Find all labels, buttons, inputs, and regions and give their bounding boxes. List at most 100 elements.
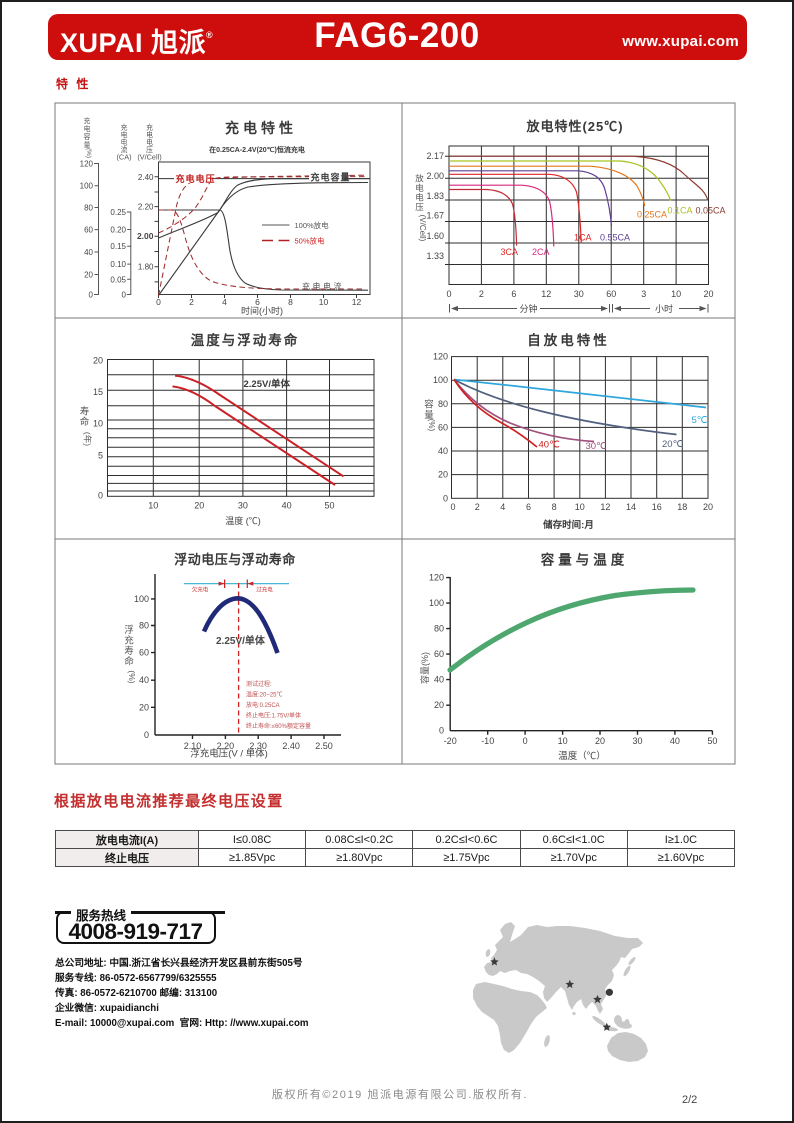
svg-text:16: 16 [652,502,662,512]
svg-text:40: 40 [438,446,448,456]
svg-text:20: 20 [139,702,149,712]
svg-text:20: 20 [93,355,103,365]
svg-text:20: 20 [84,270,93,279]
svg-text:0.15: 0.15 [110,242,126,251]
svg-text:40: 40 [670,736,680,746]
svg-text:命: 命 [124,656,134,668]
svg-text:0.05CA: 0.05CA [696,206,726,216]
svg-text:电: 电 [121,130,128,139]
svg-text:20: 20 [703,502,713,512]
svg-text:120: 120 [433,352,448,362]
svg-text:温度（℃）: 温度（℃） [558,750,606,762]
svg-text:10: 10 [671,289,681,299]
svg-text:0.1CA: 0.1CA [668,206,693,216]
svg-text:电: 电 [121,138,128,147]
svg-text:2.00: 2.00 [426,171,444,181]
svg-text:电: 电 [146,130,153,139]
svg-text:100: 100 [433,375,448,385]
svg-text:80: 80 [438,399,448,409]
svg-text:20: 20 [703,289,713,299]
svg-text:1.83: 1.83 [426,191,444,201]
svg-text:14: 14 [626,502,636,512]
svg-text:80: 80 [139,621,149,631]
svg-text:容量(%): 容量(%) [419,652,430,684]
svg-text:12: 12 [541,289,551,299]
svg-text:60: 60 [434,649,444,659]
svg-text:电: 电 [415,183,424,193]
svg-text:2.00: 2.00 [137,231,154,241]
svg-text:40: 40 [84,248,93,257]
svg-text:100: 100 [429,598,444,608]
svg-text:40: 40 [139,675,149,685]
svg-text:1.60: 1.60 [426,231,444,241]
svg-text:20: 20 [438,470,448,480]
svg-text:0.05: 0.05 [110,275,126,284]
svg-text:充: 充 [84,116,91,125]
svg-text:温度 (℃): 温度 (℃) [225,515,261,526]
svg-text:充电容量: 充电容量 [311,172,351,183]
svg-text:12: 12 [600,502,610,512]
svg-text:5℃: 5℃ [692,415,708,426]
svg-text:20: 20 [434,700,444,710]
svg-text:10: 10 [319,297,329,307]
svg-text:充: 充 [121,123,128,132]
svg-text:20: 20 [595,736,605,746]
svg-text:3CA: 3CA [501,247,519,257]
svg-text:充电电压: 充电电压 [176,173,216,184]
svg-text:终止寿命:≤60%额定容量: 终止寿命:≤60%额定容量 [246,722,311,730]
svg-text:(CA): (CA) [117,153,132,162]
svg-text:电: 电 [84,124,91,133]
svg-text:2.20: 2.20 [138,203,154,212]
svg-text:寿: 寿 [124,645,134,657]
svg-text:60: 60 [606,289,616,299]
svg-text:放电:0.25CA: 放电:0.25CA [246,701,280,709]
svg-text:4: 4 [222,297,227,307]
svg-text:0: 0 [523,736,528,746]
svg-text:0: 0 [443,493,448,503]
svg-text:小时: 小时 [655,303,673,314]
svg-text:60: 60 [438,422,448,432]
svg-text:流: 流 [121,145,128,154]
svg-text:40: 40 [282,501,292,511]
svg-text:12: 12 [352,297,362,307]
svg-text:4: 4 [500,502,505,512]
svg-text:(年): (年) [83,432,93,446]
svg-text:120: 120 [80,160,94,169]
svg-text:压: 压 [146,146,153,154]
svg-text:5: 5 [98,451,103,461]
svg-text:2: 2 [479,289,484,299]
svg-text:2.50: 2.50 [315,741,333,751]
svg-text:欠充电: 欠充电 [192,586,209,594]
svg-text:充电特性: 充电特性 [225,120,297,136]
svg-text:10: 10 [558,736,568,746]
svg-text:0: 0 [446,289,451,299]
svg-text:0.25CA: 0.25CA [637,210,667,220]
svg-text:容: 容 [424,399,434,411]
svg-text:充: 充 [124,635,134,647]
svg-text:终止电压:1.75V/单体: 终止电压:1.75V/单体 [246,712,301,720]
svg-text:寿: 寿 [80,406,90,418]
svg-text:量: 量 [424,410,434,421]
svg-text:80: 80 [84,203,93,212]
svg-text:2.25V/单体: 2.25V/单体 [244,378,291,390]
svg-text:容: 容 [84,132,91,141]
svg-text:30: 30 [238,501,248,511]
svg-text:40℃: 40℃ [539,440,561,451]
svg-text:30: 30 [574,289,584,299]
svg-text:在0.25CA-2.4V(20℃)恒流充电: 在0.25CA-2.4V(20℃)恒流充电 [209,145,305,154]
svg-text:1.33: 1.33 [426,251,444,261]
svg-text:容量与温度: 容量与温度 [540,552,629,568]
svg-text:1CA: 1CA [574,233,592,243]
svg-text:0.55CA: 0.55CA [600,233,630,243]
svg-text:浮充电压(V / 单体): 浮充电压(V / 单体) [190,748,268,760]
svg-text:2: 2 [189,297,194,307]
svg-text:6: 6 [511,289,516,299]
svg-text:1.67: 1.67 [426,211,444,221]
svg-text:分钟: 分钟 [519,303,537,314]
svg-text:过充电: 过充电 [256,586,273,594]
svg-text:放电特性(25℃): 放电特性(25℃) [525,119,623,134]
svg-text:0: 0 [144,730,149,740]
svg-text:(%): (%) [427,419,436,432]
svg-text:0.10: 0.10 [110,260,126,269]
svg-text:浮动电压与浮动寿命: 浮动电压与浮动寿命 [174,552,296,567]
